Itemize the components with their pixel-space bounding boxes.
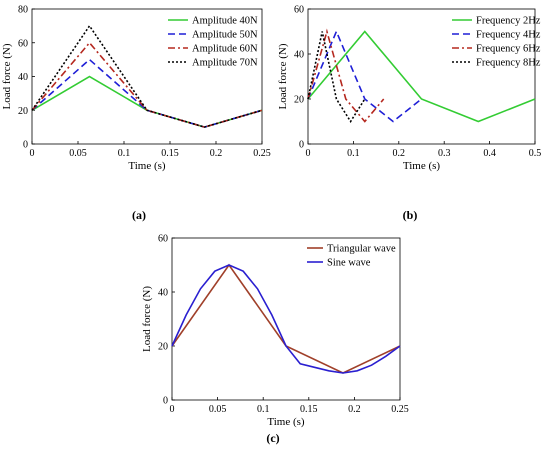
legend-label: Amplitude 40N	[192, 16, 258, 27]
x-tick-label: 0.2	[348, 404, 361, 415]
x-tick-label: 0.1	[118, 148, 131, 159]
y-tick-label: 80	[18, 5, 28, 16]
x-tick-label: 0.25	[391, 404, 409, 415]
x-tick-label: 0.05	[69, 148, 87, 159]
series-line-frequency-2hz	[307, 30, 536, 123]
legend-label: Amplitude 50N	[192, 30, 258, 41]
chart-panel-b: 0 0.1 0.2 0.3 0.4 0.5 0 20 40 60 Time (s) Load forc…	[277, 5, 541, 223]
y-tick-label: 40	[294, 50, 304, 61]
legend-label: Frequency 8Hz	[476, 58, 541, 69]
chart-panel-a: 0 0.05 0.1 0.15 0.2 0.25 0 20 40 60 80 Time (s) Load…	[1, 5, 271, 223]
x-tick-label: 0.15	[300, 404, 318, 415]
y-tick-label: 40	[18, 72, 28, 83]
y-tick-label: 0	[299, 140, 304, 151]
y-tick-label: 20	[294, 95, 304, 106]
x-tick-label: 0	[30, 148, 35, 159]
x-tick-label: 0.1	[257, 404, 270, 415]
plot-frame	[171, 237, 401, 401]
series-line-frequency-4hz	[307, 29, 422, 123]
x-tick-label: 0	[170, 404, 175, 415]
legend-label: Triangular wave	[327, 244, 396, 255]
x-axis-label: Time (s)	[267, 416, 305, 428]
series-line-amplitude-50n	[31, 58, 263, 128]
x-axis-label: Time (s)	[403, 160, 441, 172]
x-tick-label: 0	[306, 148, 311, 159]
series-line-amplitude-40n	[31, 75, 263, 128]
legend-label: Frequency 6Hz	[476, 44, 541, 55]
y-axis-label: Load force (N)	[141, 286, 153, 352]
x-tick-label: 0.4	[483, 148, 496, 159]
y-axis-label: Load force (N)	[1, 43, 13, 109]
x-tick-label: 0.05	[209, 404, 227, 415]
series-line-sine-wave	[171, 264, 401, 374]
series-line-amplitude-70n	[31, 24, 263, 128]
legend-label: Amplitude 60N	[192, 44, 258, 55]
legend-label: Amplitude 70N	[192, 58, 258, 69]
x-tick-label: 0.5	[529, 148, 542, 159]
series-line-amplitude-60n	[31, 41, 263, 128]
x-tick-label: 0.2	[210, 148, 223, 159]
y-tick-label: 0	[23, 140, 28, 151]
panel-caption: (c)	[266, 431, 279, 445]
x-tick-label: 0.1	[347, 148, 360, 159]
x-tick-label: 0.25	[253, 148, 271, 159]
x-tick-label: 0.15	[161, 148, 179, 159]
y-tick-label: 60	[294, 5, 304, 16]
legend-label: Frequency 2Hz	[476, 16, 541, 27]
panel-caption: (a)	[132, 208, 146, 222]
legend-label: Sine wave	[327, 258, 371, 269]
series-line-frequency-6hz	[307, 28, 385, 123]
chart-panel-c: 0 0.05 0.1 0.15 0.2 0.25 0 20 40 60 Time (s) Load f…	[141, 234, 409, 446]
y-tick-label: 0	[163, 396, 168, 407]
panel-caption: (b)	[403, 208, 418, 222]
series-line-frequency-8hz	[307, 31, 366, 123]
x-tick-label: 0.3	[438, 148, 451, 159]
y-tick-label: 20	[158, 342, 168, 353]
y-tick-label: 60	[18, 38, 28, 49]
y-tick-label: 20	[18, 106, 28, 117]
x-tick-label: 0.2	[393, 148, 406, 159]
plot-frame	[307, 8, 536, 145]
y-tick-label: 40	[158, 288, 168, 299]
x-axis-label: Time (s)	[128, 160, 166, 172]
y-tick-label: 60	[158, 234, 168, 245]
y-axis-label: Load force (N)	[277, 43, 289, 109]
legend-label: Frequency 4Hz	[476, 30, 541, 41]
